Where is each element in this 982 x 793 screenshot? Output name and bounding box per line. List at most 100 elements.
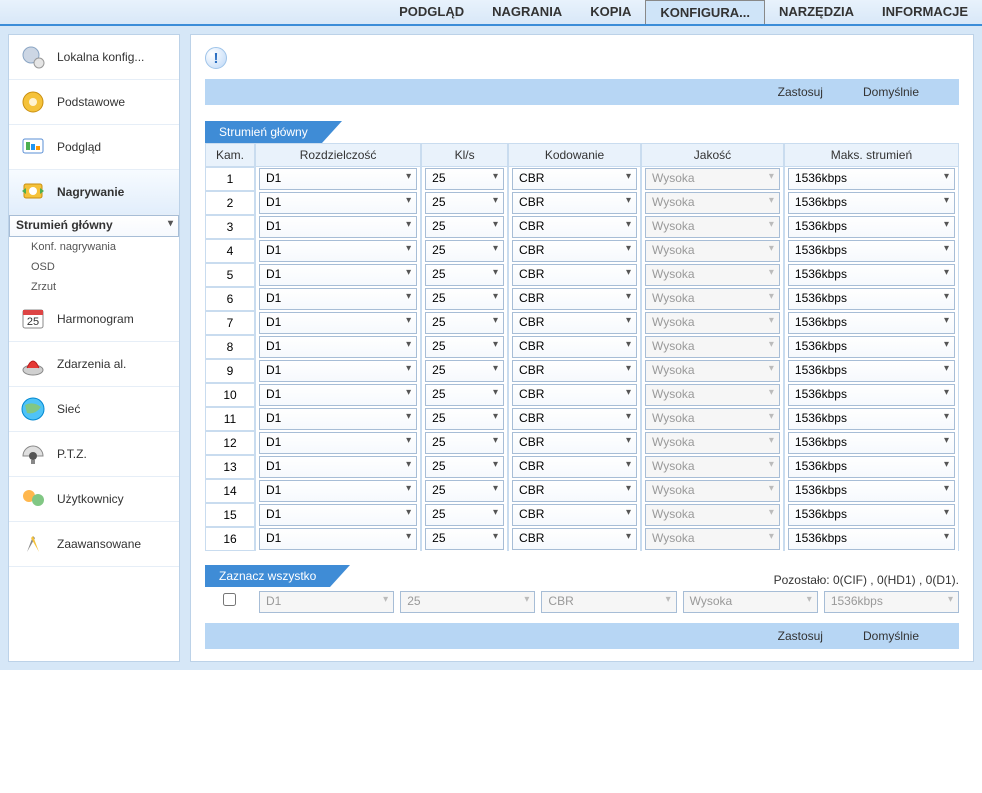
max-select[interactable]: 1536kbps xyxy=(788,408,955,430)
nav-tab-podgld[interactable]: PODGLĄD xyxy=(385,0,478,24)
remaining-label: Pozostało: 0(CIF) , 0(HD1) , 0(D1). xyxy=(774,573,959,587)
nav-tab-kopia[interactable]: KOPIA xyxy=(576,0,645,24)
enc-select[interactable]: CBR xyxy=(512,264,637,286)
fps-select[interactable]: 25 xyxy=(425,480,504,502)
sidebar-icon xyxy=(19,88,47,116)
res-select[interactable]: D1 xyxy=(259,480,417,502)
table-row: 5D125CBRWysoka1536kbps xyxy=(205,263,959,287)
max-select[interactable]: 1536kbps xyxy=(788,312,955,334)
nav-tab-nagrania[interactable]: NAGRANIA xyxy=(478,0,576,24)
enc-select[interactable]: CBR xyxy=(512,480,637,502)
enc-select[interactable]: CBR xyxy=(512,336,637,358)
max-select[interactable]: 1536kbps xyxy=(788,360,955,382)
max-select[interactable]: 1536kbps xyxy=(788,240,955,262)
sidebar-item-sie[interactable]: Sieć xyxy=(9,387,179,432)
res-select[interactable]: D1 xyxy=(259,192,417,214)
fps-select[interactable]: 25 xyxy=(425,336,504,358)
fps-select[interactable]: 25 xyxy=(425,168,504,190)
max-select[interactable]: 1536kbps xyxy=(788,528,955,550)
max-select[interactable]: 1536kbps xyxy=(788,384,955,406)
res-select[interactable]: D1 xyxy=(259,312,417,334)
sidebar-sub-zrzut[interactable]: Zrzut xyxy=(9,277,179,297)
enc-select[interactable]: CBR xyxy=(512,456,637,478)
default-button-bottom[interactable]: Domyślnie xyxy=(863,629,919,643)
res-select[interactable]: D1 xyxy=(259,408,417,430)
sidebar-item-podgld[interactable]: Podgląd xyxy=(9,125,179,170)
enc-select[interactable]: CBR xyxy=(512,360,637,382)
sidebar-sub-strumiegwny[interactable]: Strumień główny xyxy=(9,215,179,237)
enc-select[interactable]: CBR xyxy=(512,240,637,262)
fps-select[interactable]: 25 xyxy=(425,360,504,382)
check-all-checkbox[interactable] xyxy=(223,593,236,606)
res-select[interactable]: D1 xyxy=(259,264,417,286)
fps-select[interactable]: 25 xyxy=(425,456,504,478)
fps-select[interactable]: 25 xyxy=(425,504,504,526)
default-button[interactable]: Domyślnie xyxy=(863,85,919,99)
res-select[interactable]: D1 xyxy=(259,240,417,262)
sidebar-item-ptz[interactable]: P.T.Z. xyxy=(9,432,179,477)
nav-tab-narzdzia[interactable]: NARZĘDZIA xyxy=(765,0,868,24)
res-select[interactable]: D1 xyxy=(259,504,417,526)
max-select[interactable]: 1536kbps xyxy=(788,480,955,502)
sidebar-item-harmonogram[interactable]: 25Harmonogram xyxy=(9,297,179,342)
res-select[interactable]: D1 xyxy=(259,360,417,382)
nav-tab-informacje[interactable]: INFORMACJE xyxy=(868,0,982,24)
apply-button[interactable]: Zastosuj xyxy=(778,85,823,99)
enc-select[interactable]: CBR xyxy=(512,168,637,190)
sidebar-item-nagrywanie[interactable]: Nagrywanie xyxy=(9,170,179,215)
max-select[interactable]: 1536kbps xyxy=(788,288,955,310)
fps-select[interactable]: 25 xyxy=(425,312,504,334)
fps-select[interactable]: 25 xyxy=(425,384,504,406)
fps-select[interactable]: 25 xyxy=(425,216,504,238)
max-select[interactable]: 1536kbps xyxy=(788,216,955,238)
max-select[interactable]: 1536kbps xyxy=(788,432,955,454)
enc-select[interactable]: CBR xyxy=(512,384,637,406)
enc-select[interactable]: CBR xyxy=(512,504,637,526)
max-select[interactable]: 1536kbps xyxy=(788,168,955,190)
res-select[interactable]: D1 xyxy=(259,216,417,238)
sidebar-item-uytkownicy[interactable]: Użytkownicy xyxy=(9,477,179,522)
max-select[interactable]: 1536kbps xyxy=(788,264,955,286)
res-select[interactable]: D1 xyxy=(259,288,417,310)
fps-select[interactable]: 25 xyxy=(425,432,504,454)
qual-select: Wysoka xyxy=(645,168,780,190)
enc-select[interactable]: CBR xyxy=(512,312,637,334)
res-select[interactable]: D1 xyxy=(259,528,417,550)
max-select[interactable]: 1536kbps xyxy=(788,192,955,214)
all-res-select: D1 xyxy=(259,591,394,613)
enc-select[interactable]: CBR xyxy=(512,192,637,214)
enc-select[interactable]: CBR xyxy=(512,432,637,454)
fps-select[interactable]: 25 xyxy=(425,240,504,262)
res-select[interactable]: D1 xyxy=(259,456,417,478)
sidebar-sub-osd[interactable]: OSD xyxy=(9,257,179,277)
qual-select: Wysoka xyxy=(645,312,780,334)
sidebar-item-podstawowe[interactable]: Podstawowe xyxy=(9,80,179,125)
sidebar-item-lokalnakonfig[interactable]: Lokalna konfig... xyxy=(9,35,179,80)
res-select[interactable]: D1 xyxy=(259,336,417,358)
enc-select[interactable]: CBR xyxy=(512,528,637,550)
nav-tab-konfigura[interactable]: KONFIGURA... xyxy=(645,0,765,24)
sidebar-icon xyxy=(19,395,47,423)
max-select[interactable]: 1536kbps xyxy=(788,456,955,478)
enc-select[interactable]: CBR xyxy=(512,288,637,310)
enc-select[interactable]: CBR xyxy=(512,216,637,238)
sidebar-sub-konfnagrywania[interactable]: Konf. nagrywania xyxy=(9,237,179,257)
fps-select[interactable]: 25 xyxy=(425,408,504,430)
fps-select[interactable]: 25 xyxy=(425,528,504,550)
apply-button-bottom[interactable]: Zastosuj xyxy=(778,629,823,643)
action-bar-bottom: Zastosuj Domyślnie xyxy=(205,623,959,649)
fps-select[interactable]: 25 xyxy=(425,288,504,310)
sidebar-icon xyxy=(19,530,47,558)
res-select[interactable]: D1 xyxy=(259,432,417,454)
fps-select[interactable]: 25 xyxy=(425,192,504,214)
res-select[interactable]: D1 xyxy=(259,168,417,190)
fps-select[interactable]: 25 xyxy=(425,264,504,286)
enc-select[interactable]: CBR xyxy=(512,408,637,430)
sidebar-item-zaawansowane[interactable]: Zaawansowane xyxy=(9,522,179,567)
max-select[interactable]: 1536kbps xyxy=(788,336,955,358)
qual-select: Wysoka xyxy=(645,504,780,526)
sidebar-icon: 25 xyxy=(19,305,47,333)
res-select[interactable]: D1 xyxy=(259,384,417,406)
max-select[interactable]: 1536kbps xyxy=(788,504,955,526)
sidebar-item-zdarzeniaal[interactable]: Zdarzenia al. xyxy=(9,342,179,387)
